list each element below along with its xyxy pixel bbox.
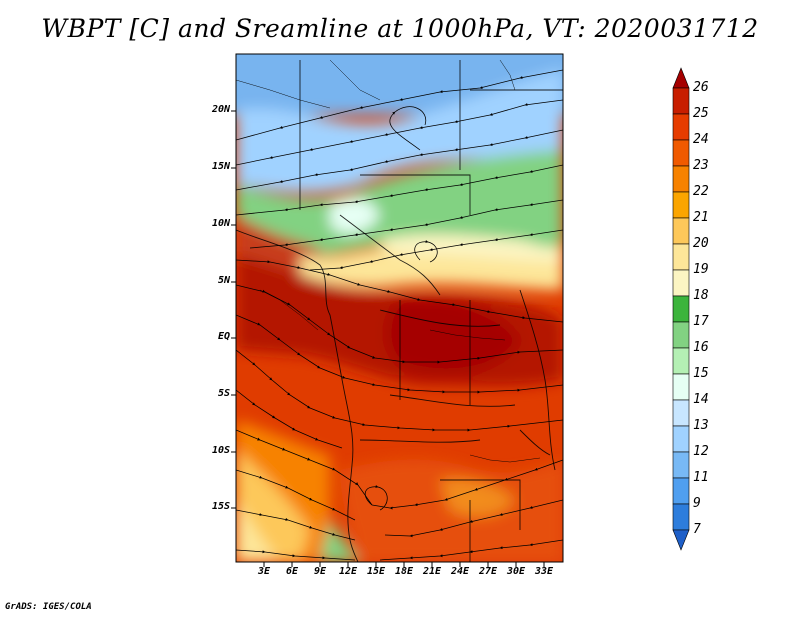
colorbar-segment — [672, 87, 690, 115]
lon-label-21e: 21E — [422, 566, 442, 577]
lon-label-24e: 24E — [450, 566, 470, 577]
colorbar-label: 22 — [693, 184, 709, 199]
colorbar-label: 26 — [693, 80, 709, 95]
lat-label-5s: 5S — [217, 388, 230, 399]
streamlines-fine — [236, 59, 541, 463]
colorbar-segment — [672, 165, 690, 193]
colorbar-segment — [672, 477, 690, 505]
colorbar-segment — [672, 113, 690, 141]
colorbar-segment — [672, 503, 690, 531]
map-frame — [235, 53, 564, 563]
lon-label-33e: 33E — [534, 566, 554, 577]
colorbar-label: 11 — [693, 470, 709, 485]
colorbar-label: 19 — [693, 262, 709, 277]
chart-title: WBPT [C] and Sreamline at 1000hPa, VT: 2… — [41, 14, 759, 43]
colorbar-segment — [672, 67, 690, 89]
colorbar-label: 25 — [693, 106, 709, 121]
colorbar-label: 23 — [693, 158, 709, 173]
colorbar-segment — [672, 295, 690, 323]
lat-label-eq: EQ — [217, 331, 230, 342]
grads-credit: GrADS: IGES/COLA — [5, 602, 92, 612]
lon-label-30e: 30E — [506, 566, 526, 577]
colorbar-segment — [672, 191, 690, 219]
colorbar-label: 9 — [693, 496, 701, 511]
colorbar-label: 14 — [693, 392, 709, 407]
lon-label-9e: 9E — [313, 566, 327, 577]
colorbar-label: 20 — [693, 236, 709, 251]
colorbar-segment — [672, 529, 690, 551]
colorbar-label: 7 — [693, 522, 701, 537]
lon-label-15e: 15E — [366, 566, 386, 577]
colorbar-label: 12 — [693, 444, 709, 459]
colorbar-segment — [672, 373, 690, 401]
colorbar-label: 13 — [693, 418, 709, 433]
colorbar-segment — [672, 425, 690, 453]
lat-label-10n: 10N — [211, 218, 230, 229]
colorbar-segment — [672, 321, 690, 349]
colorbar-segment — [672, 451, 690, 479]
colorbar-label: 21 — [693, 210, 709, 225]
colorbar-segment — [672, 243, 690, 271]
colorbar-segment — [672, 217, 690, 245]
colorbar-label: 17 — [693, 314, 709, 329]
streamlines — [236, 69, 563, 561]
colorbar-label: 24 — [693, 132, 709, 147]
colorbar-label: 16 — [693, 340, 709, 355]
lon-label-3e: 3E — [257, 566, 271, 577]
lon-label-6e: 6E — [285, 566, 299, 577]
lat-label-15n: 15N — [211, 161, 230, 172]
colorbar-label: 18 — [693, 288, 709, 303]
lat-label-15s: 15S — [211, 501, 230, 512]
colorbar-segment — [672, 399, 690, 427]
lat-label-10s: 10S — [211, 445, 230, 456]
colorbar-label: 15 — [693, 366, 709, 381]
temperature-colorbar — [672, 67, 690, 551]
colorbar-segment — [672, 269, 690, 297]
lon-label-27e: 27E — [478, 566, 498, 577]
map-field — [236, 54, 563, 562]
colorbar-segment — [672, 347, 690, 375]
lat-label-5n: 5N — [217, 275, 230, 286]
axis-ticks — [231, 110, 545, 567]
lon-label-18e: 18E — [394, 566, 414, 577]
colorbar-segment — [672, 139, 690, 167]
lon-label-12e: 12E — [338, 566, 358, 577]
lat-label-20n: 20N — [211, 104, 230, 115]
